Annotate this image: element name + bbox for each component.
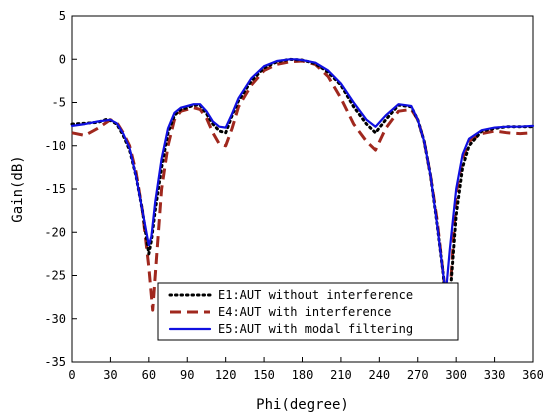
- x-tick-label-150: 150: [253, 368, 275, 382]
- y-axis-title: Gain(dB): [10, 155, 26, 222]
- y-tick-label--15: -15: [44, 182, 66, 196]
- y-tick-label--10: -10: [44, 139, 66, 153]
- series-line-3: [70, 58, 535, 294]
- y-tick-label--5: -5: [52, 96, 66, 110]
- x-tick-label-240: 240: [368, 368, 390, 382]
- x-tick-label-300: 300: [445, 368, 467, 382]
- axis-layer: 0 30 60 90 120 150 180 210 240 270 300 330 360 5 0 -5 -1…: [44, 9, 544, 382]
- x-tick-label-270: 270: [407, 368, 429, 382]
- legend-label-e4: E4:AUT with interference: [218, 305, 391, 319]
- legend-items: E1:AUT without interference E4:AUT with …: [168, 288, 413, 336]
- series-line-2: [71, 59, 534, 321]
- x-axis-title: Phi(degree): [256, 397, 349, 413]
- x-tick-label-0: 0: [68, 368, 75, 382]
- x-tick-label-90: 90: [180, 368, 194, 382]
- x-tick-label-60: 60: [142, 368, 156, 382]
- legend-label-e1: E1:AUT without interference: [218, 288, 413, 302]
- legend: E1:AUT without interference E4:AUT with …: [157, 282, 459, 341]
- x-tick-label-330: 330: [484, 368, 506, 382]
- x-tick-label-120: 120: [215, 368, 237, 382]
- x-tick-label-30: 30: [103, 368, 117, 382]
- y-tick-label-5: 5: [59, 9, 66, 23]
- y-tick-label-0: 0: [59, 52, 66, 66]
- y-tick-label--30: -30: [44, 312, 66, 326]
- legend-label-e5: E5:AUT with modal filtering: [218, 322, 413, 336]
- y-tick-label--25: -25: [44, 269, 66, 283]
- y-tick-label--20: -20: [44, 225, 66, 239]
- x-tick-label-180: 180: [292, 368, 314, 382]
- x-tick-label-360: 360: [522, 368, 544, 382]
- y-tick-label--35: -35: [44, 355, 66, 369]
- x-tick-label-210: 210: [330, 368, 352, 382]
